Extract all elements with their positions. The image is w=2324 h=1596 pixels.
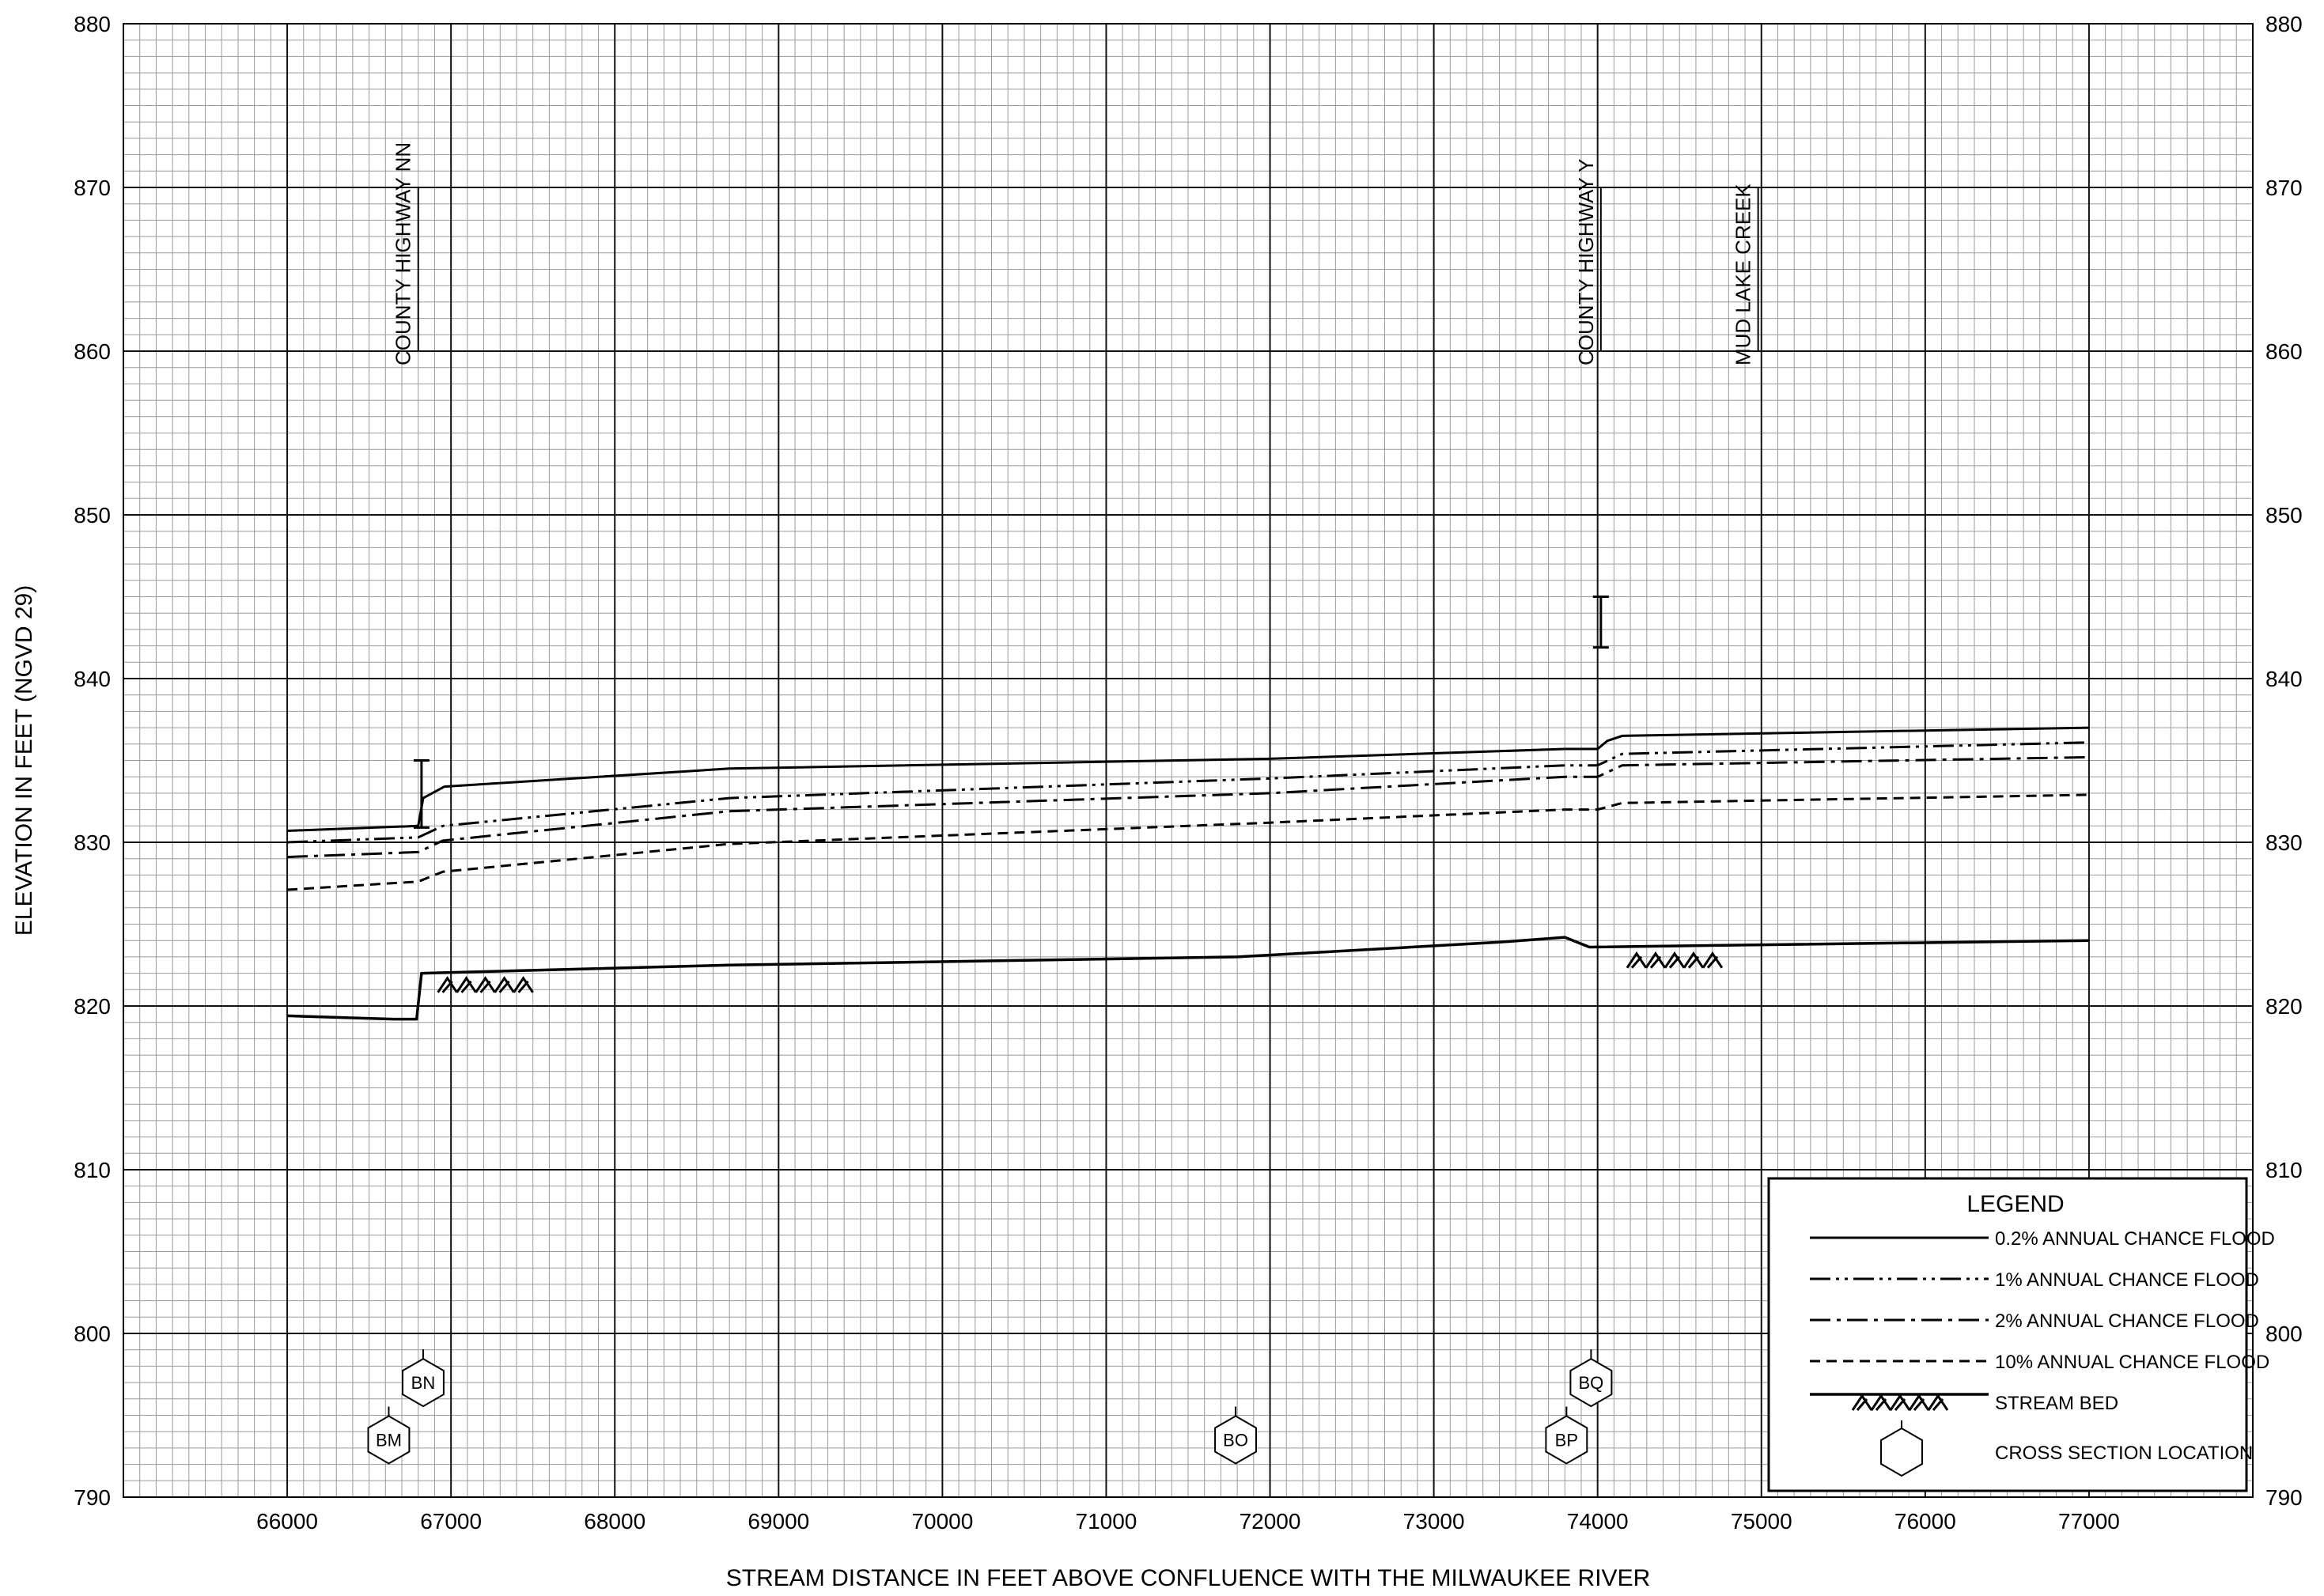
series-line	[287, 726, 2089, 832]
structure-label: COUNTY HIGHWAY Y	[1574, 159, 1598, 366]
plot-frame	[123, 23, 2254, 1498]
y-tick-label-right: 820	[2265, 994, 2303, 1019]
y-tick-label-right: 860	[2265, 339, 2303, 364]
y-tick-label-right: 850	[2265, 503, 2303, 528]
legend-entry-label: CROSS SECTION LOCATION	[1995, 1443, 2253, 1464]
cross-section-label: BN	[411, 1373, 436, 1393]
x-tick-label: 67000	[420, 1509, 482, 1534]
stream-bed-hatch-mark	[1851, 1394, 1949, 1411]
y-tick-label-left: 860	[74, 339, 111, 364]
x-tick-label: 74000	[1567, 1509, 1629, 1534]
x-tick-label: 71000	[1076, 1509, 1137, 1534]
y-tick-label-left: 790	[74, 1485, 111, 1510]
legend: LEGEND 0.2% ANNUAL CHANCE FLOOD 1% ANNUAL …	[1767, 1177, 2275, 1492]
cross-section-hexagon	[1214, 1415, 1257, 1465]
cross-section-hexagon	[1569, 1357, 1613, 1408]
x-tick-label: 77000	[2058, 1509, 2120, 1534]
x-axis-label: STREAM DISTANCE IN FEET ABOVE CONFLUENCE…	[726, 1565, 1651, 1591]
x-tick-label: 66000	[256, 1509, 318, 1534]
y-tick-label-left: 870	[74, 176, 111, 200]
x-tick-label: 70000	[911, 1509, 973, 1534]
series-line	[287, 741, 2089, 844]
x-tick-label: 76000	[1894, 1509, 1956, 1534]
cross-sections: BM BN BO BP BQ	[367, 1349, 1613, 1465]
y-tick-labels-left: 790 800 810 820 830 840 850 860 870 880	[74, 12, 111, 1510]
y-tick-label-left: 850	[74, 503, 111, 528]
legend-box	[1767, 1177, 2248, 1492]
stream-bed-hatch-mark	[1626, 951, 1724, 969]
y-tick-label-right: 840	[2265, 667, 2303, 691]
y-tick-label-left: 840	[74, 667, 111, 691]
x-tick-label: 75000	[1731, 1509, 1792, 1534]
legend-entry-label: 10% ANNUAL CHANCE FLOOD	[1995, 1352, 2269, 1373]
y-tick-label-left: 830	[74, 830, 111, 855]
cross-section-label: BO	[1223, 1431, 1248, 1450]
x-tick-label: 72000	[1240, 1509, 1301, 1534]
series-line	[287, 755, 2089, 859]
elevation-markers	[413, 596, 1609, 829]
x-tick-label: 73000	[1403, 1509, 1465, 1534]
cross-section-hexagon	[402, 1357, 445, 1408]
series-line	[287, 936, 2089, 1021]
legend-title: LEGEND	[1966, 1191, 2064, 1217]
y-tick-label-right: 880	[2265, 12, 2303, 36]
y-tick-label-right: 870	[2265, 176, 2303, 200]
cross-section-hexagon	[367, 1415, 411, 1465]
stream-bed-hatches	[437, 951, 1724, 993]
x-tick-label: 68000	[584, 1509, 645, 1534]
y-tick-label-right: 800	[2265, 1322, 2303, 1346]
cross-section-label: BP	[1555, 1431, 1578, 1450]
legend-entry-label: 1% ANNUAL CHANCE FLOOD	[1995, 1269, 2259, 1291]
structure-label: MUD LAKE CREEK	[1732, 183, 1755, 365]
stream-bed-hatch-mark	[437, 976, 534, 993]
cross-section-hexagon	[1545, 1415, 1588, 1465]
y-tick-label-left: 800	[74, 1322, 111, 1346]
series-line	[287, 793, 2089, 891]
x-tick-labels: 66000 67000 68000 69000 70000 71000 72000 73000…	[256, 1509, 2120, 1534]
legend-entry-label: STREAM BED	[1995, 1393, 2118, 1414]
cross-section-label: BM	[376, 1431, 402, 1450]
y-tick-label-left: 820	[74, 994, 111, 1019]
y-tick-label-left: 810	[74, 1158, 111, 1182]
structure-label: COUNTY HIGHWAY NN	[392, 142, 415, 365]
y-tick-label-right: 810	[2265, 1158, 2303, 1182]
legend-entry-label: 0.2% ANNUAL CHANCE FLOOD	[1995, 1228, 2275, 1250]
structures: COUNTY HIGHWAY NN COUNTY HIGHWAY Y MUD LAK…	[392, 142, 1759, 366]
y-tick-label-right: 830	[2265, 830, 2303, 855]
x-tick-label: 69000	[748, 1509, 809, 1534]
y-tick-label-right: 790	[2265, 1485, 2303, 1510]
profile-series	[287, 726, 2089, 1021]
y-axis-label: ELEVATION IN FEET (NGVD 29)	[11, 585, 37, 936]
legend-entry-label: 2% ANNUAL CHANCE FLOOD	[1995, 1310, 2259, 1332]
legend-hexagon-symbol	[1880, 1427, 1923, 1477]
cross-section-label: BQ	[1579, 1373, 1604, 1393]
y-tick-labels-right: 790 800 810 820 830 840 850 860 870 880	[2265, 12, 2303, 1510]
y-tick-label-left: 880	[74, 12, 111, 36]
